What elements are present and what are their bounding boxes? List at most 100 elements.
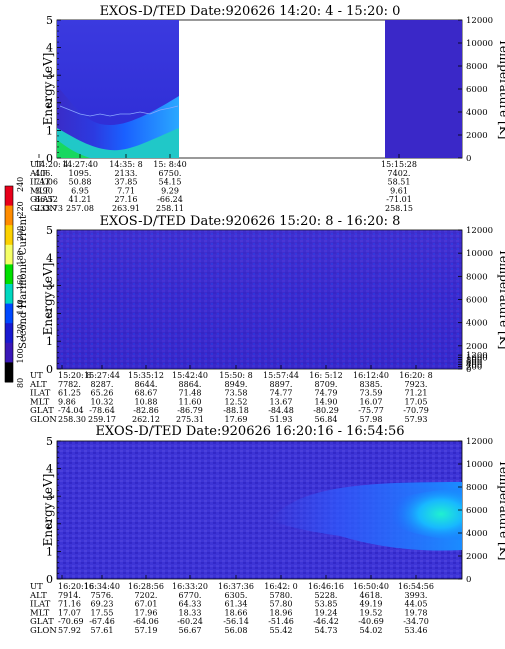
y2-tick-label: 12000: [466, 226, 493, 236]
orbit-cell: 16:33:20: [172, 582, 208, 591]
y2-tick-label: 4000: [466, 319, 488, 329]
y-tick-label: 2: [46, 518, 53, 531]
colorbar-swatch: [5, 284, 13, 305]
orbit-cell: 14:35: 8: [109, 160, 142, 169]
orbit-cell: 6750.: [159, 169, 182, 178]
orbit-cell: 37.85: [115, 178, 138, 187]
y2-tick-label: 1000: [466, 353, 488, 363]
orbit-cell: 56.08: [225, 626, 248, 635]
y-tick-label: 0: [46, 152, 53, 165]
orbit-cell: -40.69: [358, 617, 384, 626]
orbit-cell: 18.33: [179, 608, 202, 617]
orbit-cell: 16:37:36: [218, 582, 254, 591]
colorbar-tick-label: 200: [16, 226, 25, 241]
orbit-cell: 56.67: [179, 626, 202, 635]
orbit-cell: 3.90: [35, 186, 53, 195]
orbit-row-label: UT: [30, 582, 43, 592]
panel-3: EXOS-D/TED Date:920626 16:20:16 - 16:54:…: [29, 424, 505, 636]
panel-title: EXOS-D/TED Date:920626 14:20: 4 - 15:20:…: [100, 4, 401, 19]
y2-tick-label: 12000: [466, 437, 493, 447]
spectrogram-hot-spot: [57, 140, 90, 158]
orbit-cell: 8709.: [315, 380, 338, 389]
orbit-cell: 8385.: [360, 380, 383, 389]
orbit-cell: 54.02: [360, 626, 383, 635]
colorbar-swatch: [5, 342, 13, 363]
colorbar-label: Second Harmonic Current: [18, 215, 29, 349]
orbit-cell: 17.05: [405, 397, 428, 406]
colorbar-tick-label: 120: [16, 324, 25, 339]
y2-tick-label: 200: [466, 363, 482, 373]
orbit-cell: 55.42: [270, 626, 293, 635]
orbit-cell: 53.85: [315, 600, 338, 609]
orbit-cell: 57.80: [270, 600, 293, 609]
orbit-row-label: ILAT: [30, 600, 51, 610]
orbit-cell: 11.60: [179, 397, 202, 406]
orbit-cell: 61.34: [225, 600, 248, 609]
orbit-cell: 74.79: [315, 389, 338, 398]
orbit-cell: 5228.: [315, 591, 338, 600]
colorbar-tick-label: 220: [16, 201, 25, 216]
orbit-cell: 9.86: [58, 397, 76, 406]
orbit-cell: 71.21: [405, 389, 428, 398]
colorbar-swatch: [5, 244, 13, 265]
y2-tick-label: 6000: [466, 296, 488, 306]
y2-tick-label: 2000: [466, 552, 488, 562]
orbit-cell: 257.08: [66, 204, 94, 213]
orbit-cell: 58.51: [388, 178, 411, 187]
y2-tick-label: 0: [466, 365, 471, 375]
orbit-cell: 71.06: [35, 178, 58, 187]
orbit-cell: 16:54:56: [398, 582, 434, 591]
orbit-cell: 10.32: [91, 397, 114, 406]
y2-tick-label: 12000: [466, 16, 493, 26]
orbit-cell: 57.61: [91, 626, 114, 635]
orbit-cell: 15:20: 8: [58, 371, 91, 380]
y-tick-label: 3: [46, 69, 53, 82]
orbit-cell: -60.24: [177, 617, 203, 626]
orbit-cell: 8864.: [179, 380, 202, 389]
orbit-cell: 2133.: [115, 169, 138, 178]
orbit-cell: -82.86: [133, 406, 159, 415]
y-tick-label: 3: [46, 280, 53, 293]
colorbar-swatch: [5, 205, 13, 226]
orbit-cell: 54.73: [315, 626, 338, 635]
orbit-cell: 18.96: [270, 608, 293, 617]
y2-axis-label: Temperature [K]: [497, 249, 505, 350]
y-tick-label: 2: [46, 97, 53, 110]
spectrogram-low-energy-band: [57, 86, 179, 158]
y2-tick-label: 4000: [466, 529, 488, 539]
y2-tick-label: 1200: [466, 351, 488, 361]
orbit-cell: 7402.: [388, 169, 411, 178]
orbit-cell: -56.14: [223, 617, 249, 626]
orbit-cell: 13.67: [270, 397, 293, 406]
y2-tick-label: 10000: [466, 39, 493, 49]
orbit-row-label: ILAT: [30, 178, 51, 188]
orbit-cell: 57.93: [405, 415, 428, 424]
colorbar-swatch: [5, 323, 13, 344]
orbit-cell: 71.48: [179, 389, 202, 398]
orbit-cell: -70.69: [58, 617, 84, 626]
orbit-cell: -71.01: [386, 195, 412, 204]
y2-tick-label: 800: [466, 356, 482, 366]
orbit-cell: 14.90: [315, 397, 338, 406]
panel-2: EXOS-D/TED Date:920626 15:20: 8 - 16:20:…: [29, 214, 505, 425]
y-tick-label: 4: [46, 463, 53, 476]
orbit-cell: 73.58: [225, 389, 248, 398]
orbit-cell: 7782.: [58, 380, 81, 389]
orbit-cell: 57.98: [360, 415, 383, 424]
orbit-cell: -46.42: [313, 617, 339, 626]
y-tick-label: 4: [46, 252, 53, 265]
orbit-cell: 4618.: [360, 591, 383, 600]
y-tick-label: 0: [46, 573, 53, 586]
orbit-row-label: UT: [30, 160, 43, 170]
orbit-cell: 69.23: [91, 600, 114, 609]
orbit-cell: 7576.: [91, 591, 114, 600]
orbit-cell: 6305.: [225, 591, 248, 600]
orbit-cell: 3993.: [405, 591, 428, 600]
orbit-cell: 9.29: [161, 186, 179, 195]
orbit-cell: 74.77: [270, 389, 293, 398]
y2-axis-label: Temperature [K]: [497, 460, 505, 561]
orbit-cell: 41.21: [69, 195, 92, 204]
orbit-cell: 258.15: [385, 204, 413, 213]
